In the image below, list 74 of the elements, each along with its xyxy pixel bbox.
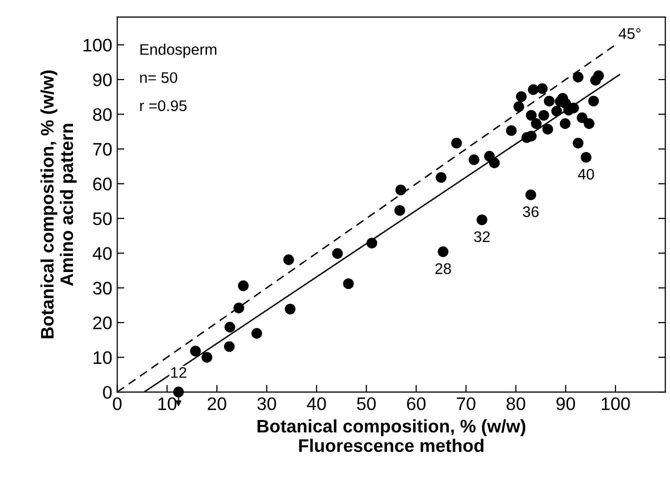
annotation: r =0.95 <box>140 100 187 112</box>
x-tick-label: 30 <box>257 397 276 410</box>
point <box>366 238 378 248</box>
y-tick-label: 100 <box>84 38 112 52</box>
x-tick-label: 80 <box>506 397 526 410</box>
y-tick-label: 10 <box>94 351 112 364</box>
y-tick-label: 30 <box>92 282 112 295</box>
y-tick-label: 40 <box>92 247 112 260</box>
point <box>584 118 594 129</box>
x-tick-label: 90 <box>556 397 575 410</box>
point <box>538 110 550 121</box>
point <box>476 214 488 226</box>
point <box>233 302 244 314</box>
annotation: Endosperm <box>140 44 216 58</box>
point <box>283 254 294 266</box>
y-tick-label: 90 <box>93 73 112 86</box>
y-tick-label: 0 <box>103 386 112 399</box>
annotation: 40 <box>578 168 594 180</box>
point <box>551 106 562 116</box>
point <box>593 70 604 82</box>
y-tick-label: 80 <box>93 108 112 121</box>
point <box>202 352 212 363</box>
point <box>580 152 592 163</box>
point <box>436 172 446 183</box>
point <box>542 124 554 135</box>
x-axis-title: Botanical composition, % (w/w) Fluorescence method <box>258 419 526 452</box>
point <box>395 184 406 196</box>
point <box>468 154 480 166</box>
x-tick-label: 100 <box>602 397 630 410</box>
x-tick-label: 70 <box>456 397 476 410</box>
point <box>588 96 599 106</box>
x-tick-label: 50 <box>357 397 376 410</box>
point <box>576 112 588 124</box>
annotation: 28 <box>435 263 451 274</box>
annotation: 45° <box>618 28 640 40</box>
point <box>525 189 536 200</box>
point <box>572 138 584 148</box>
y-tick-label: 50 <box>93 212 112 226</box>
point <box>572 72 584 82</box>
point <box>438 246 448 258</box>
x-tick-label: 0 <box>112 397 122 410</box>
annotation: 36 <box>522 206 539 218</box>
y-tick-label: 70 <box>93 142 112 156</box>
point <box>530 118 542 129</box>
y-tick-label: 20 <box>93 316 112 330</box>
point <box>526 110 537 121</box>
y-tick-label: 60 <box>93 178 112 190</box>
x-tick-label: 40 <box>306 397 326 410</box>
point <box>489 158 500 168</box>
y-axis-title: Botanical composition, % (w/w) Amino acid pattern <box>40 70 77 338</box>
x-tick-label: 20 <box>208 397 226 410</box>
point <box>238 280 249 292</box>
annotation: 32 <box>474 231 490 242</box>
point <box>284 304 296 314</box>
point <box>536 83 548 94</box>
point <box>451 138 462 148</box>
point <box>506 125 517 136</box>
x-tick-label: 60 <box>407 397 426 410</box>
point <box>343 278 354 290</box>
point <box>560 118 571 129</box>
point <box>190 346 201 356</box>
point <box>513 101 524 112</box>
annotation: 12 <box>171 367 186 378</box>
point <box>224 322 236 332</box>
point <box>224 341 235 352</box>
point <box>528 84 539 95</box>
point <box>251 328 262 339</box>
point <box>516 91 527 102</box>
point <box>394 205 406 216</box>
point <box>332 248 343 259</box>
point <box>544 96 555 106</box>
annotation: n= 50 <box>140 72 178 84</box>
point <box>173 386 184 398</box>
x-tick-label: 10 <box>158 397 176 410</box>
